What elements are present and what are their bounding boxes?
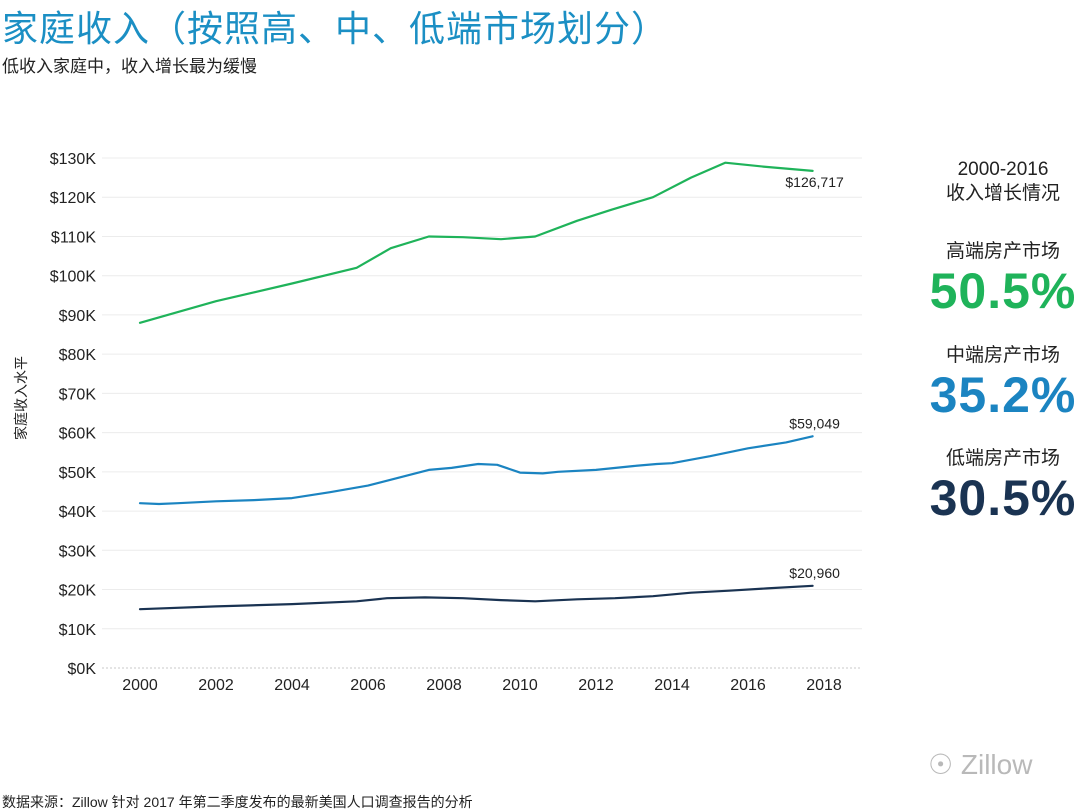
high-market-growth: 50.5%: [929, 263, 1077, 319]
y-tick-label: $90K: [59, 308, 97, 325]
side-panel-heading: 2000-2016 收入增长情况: [908, 158, 1080, 206]
source-footer: 数据来源：Zillow 针对 2017 年第二季度发布的最新美国人口调查报告的分…: [2, 794, 473, 810]
high-market-label: 高端房产市场: [945, 241, 1060, 262]
side-heading-years: 2000-2016: [957, 159, 1049, 180]
x-axis: 2000 2002 2004 2006 2008 2010 2012 2014 2016 2018: [122, 677, 842, 694]
page-subtitle: 低收入家庭中，收入增长最为缓慢: [2, 57, 257, 76]
mid-market-growth: 35.2%: [929, 367, 1077, 423]
x-tick-label: 2018: [806, 677, 842, 694]
high-market-line: [138, 161, 814, 324]
y-tick-label: $30K: [59, 543, 97, 560]
y-tick-label: $70K: [59, 386, 97, 403]
low-market-label: 低端房产市场: [945, 448, 1060, 469]
y-tick-label: $0K: [68, 661, 97, 678]
chart-series: [138, 161, 814, 611]
mid-market-label: 中端房产市场: [945, 345, 1060, 366]
y-tick-label: $80K: [59, 347, 97, 364]
y-tick-label: $110K: [51, 229, 96, 246]
x-tick-label: 2014: [654, 677, 690, 694]
zillow-watermark: ☉ Zillow: [928, 748, 1032, 781]
page-title: 家庭收入（按照高、中、低端市场划分）: [2, 8, 669, 49]
y-tick-label: $10K: [59, 622, 97, 639]
wechat-icon: ☉: [928, 749, 954, 780]
x-tick-label: 2006: [350, 677, 386, 694]
high-market-end-label: $126,717: [785, 174, 844, 190]
low-market-growth: 30.5%: [929, 470, 1077, 526]
y-axis: $0K $10K $20K $30K $40K $50K $60K $70K $80K $90K $…: [50, 151, 97, 678]
y-tick-label: $40K: [59, 504, 97, 521]
chart-grid: [102, 157, 862, 669]
y-tick-label: $50K: [59, 465, 97, 482]
y-tick-label: $100K: [50, 269, 97, 286]
x-tick-label: 2002: [198, 677, 234, 694]
x-tick-label: 2016: [730, 677, 766, 694]
y-tick-label: $120K: [50, 190, 97, 207]
x-tick-label: 2012: [578, 677, 614, 694]
y-tick-label: $60K: [59, 426, 97, 443]
low-market-line: [138, 584, 814, 611]
mid-market-end-label: $59,049: [789, 415, 840, 431]
x-tick-label: 2010: [502, 677, 538, 694]
y-tick-label: $20K: [59, 583, 97, 600]
series-end-labels: $126,717 $59,049 $20,960: [785, 174, 844, 581]
x-tick-label: 2008: [426, 677, 462, 694]
y-tick-label: $130K: [50, 151, 97, 168]
x-tick-label: 2004: [274, 677, 310, 694]
watermark-text: Zillow: [960, 749, 1033, 780]
mid-market-line: [138, 435, 814, 506]
x-tick-label: 2000: [122, 677, 158, 694]
side-heading-caption: 收入增长情况: [945, 183, 1060, 204]
low-market-end-label: $20,960: [789, 565, 840, 581]
y-axis-label: 家庭收入水平: [13, 356, 29, 440]
